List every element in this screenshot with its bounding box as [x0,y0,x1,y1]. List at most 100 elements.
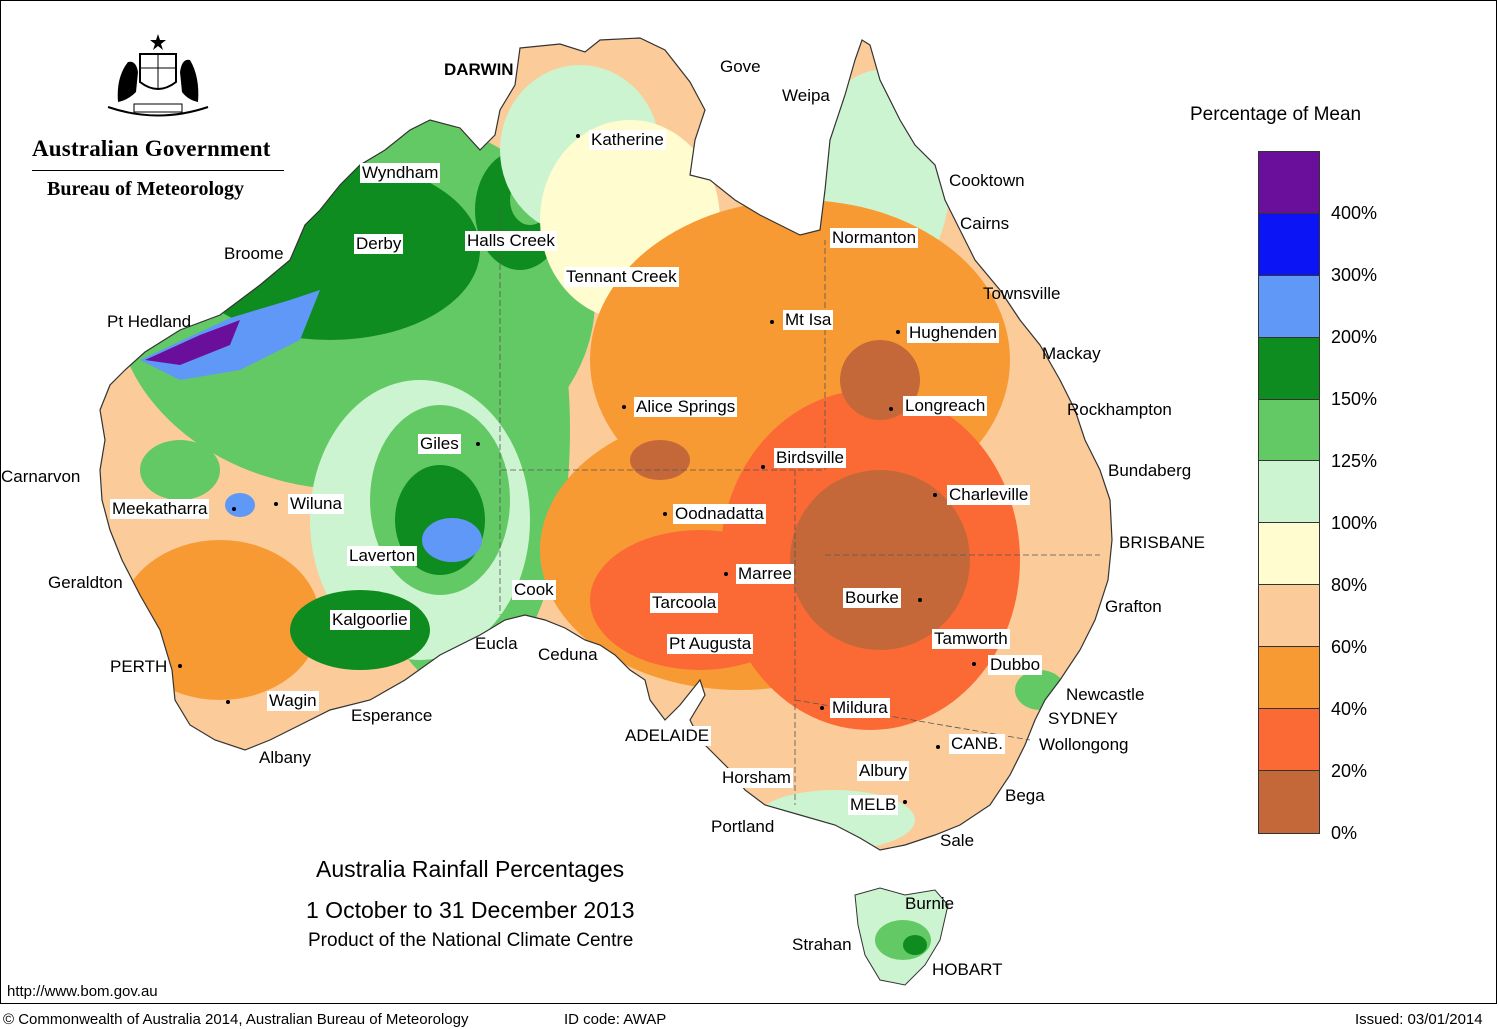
place-label: Geraldton [48,573,123,592]
city-marker [896,330,900,334]
legend-tick-label: 40% [1331,699,1368,719]
city-marker [903,800,907,804]
place-label: BRISBANE [1119,533,1205,552]
place-label: Cook [512,580,556,600]
legend-swatch [1259,213,1319,276]
city-marker [918,598,922,602]
place-label: HOBART [932,960,1003,979]
org-divider [32,170,284,171]
place-label: Charleville [947,485,1031,505]
place-label: Halls Creek [465,231,557,251]
place-label: Horsham [720,768,793,788]
place-label: Ceduna [538,645,598,664]
legend-swatch [1259,152,1319,214]
legend-swatch [1259,585,1319,648]
place-label: Wiluna [288,494,344,514]
legend-tick-label: 300% [1331,265,1378,285]
city-marker [663,512,667,516]
place-label: Gove [720,57,761,76]
place-label: Cairns [960,214,1010,233]
place-label: Wollongong [1039,735,1129,754]
place-label: Mt Isa [783,310,834,330]
place-label: Hughenden [907,323,999,343]
place-label: Marree [736,564,794,584]
place-label: Tennant Creek [564,267,679,287]
legend-swatch [1259,647,1319,710]
place-label: Pt Hedland [107,312,192,331]
place-label: Katherine [589,130,666,150]
place-label: Wagin [267,691,319,711]
place-label: Dubbo [988,655,1043,675]
city-marker [936,745,940,749]
map-period: 1 October to 31 December 2013 [306,897,635,923]
place-label: Derby [354,234,404,254]
place-label: Tarcoola [650,593,719,613]
agency-name: Bureau of Meteorology [47,178,245,200]
city-marker [770,320,774,324]
place-label: Bega [1005,786,1045,805]
map-frame [0,0,1497,1004]
legend-tick-label: 60% [1331,637,1368,657]
place-label: Grafton [1105,597,1162,616]
city-marker [933,493,937,497]
legend-swatch [1259,337,1319,400]
map-title: Australia Rainfall Percentages [316,856,625,882]
city-marker [226,700,230,704]
place-label: SYDNEY [1048,709,1118,728]
issued-date: Issued: 03/01/2014 [1355,1011,1483,1028]
place-label: Longreach [903,396,988,416]
place-label: Alice Springs [634,397,738,417]
legend-tick-label: 100% [1331,513,1378,533]
place-label: Newcastle [1066,685,1145,704]
coat-of-arms-logo [107,34,209,117]
legend-tick-label: 150% [1331,389,1378,409]
legend-swatch [1259,461,1319,524]
place-label: Albany [259,748,311,767]
city-marker [274,502,278,506]
place-label: Mildura [830,698,890,718]
place-label: ADELAIDE [623,726,712,746]
place-label: Bourke [843,588,901,608]
city-marker [576,134,580,138]
city-marker [889,407,893,411]
place-label: Townsville [983,284,1061,303]
place-label: Wyndham [360,163,441,183]
place-label: Broome [224,244,284,263]
place-label: Cooktown [949,171,1025,190]
legend-swatch [1259,770,1319,833]
legend-tick-label: 125% [1331,451,1378,471]
city-marker [232,507,236,511]
place-label: Bundaberg [1108,461,1192,480]
id-code: ID code: AWAP [564,1011,667,1028]
place-label: Burnie [905,894,955,913]
place-label: Weipa [782,86,830,105]
place-label: PERTH [110,657,168,676]
city-marker [972,662,976,666]
place-label: Laverton [347,546,418,566]
legend-tick-label: 80% [1331,575,1368,595]
place-label: Portland [711,817,775,836]
place-label: Mackay [1042,344,1101,363]
place-label: Tamworth [932,629,1010,649]
place-label: CANB. [949,734,1005,754]
place-label: Strahan [792,935,852,954]
place-label: Albury [857,761,910,781]
place-label: Pt Augusta [667,634,754,654]
place-label: Normanton [830,228,919,248]
city-marker [178,664,182,668]
city-marker [761,465,765,469]
place-label: Rockhampton [1067,400,1172,419]
place-label: MELB [848,795,899,815]
place-label: Birdsville [774,448,847,468]
place-label: Giles [418,434,461,454]
legend-color-bar [1258,151,1320,834]
government-name: Australian Government [32,136,271,161]
website-link[interactable]: http://www.bom.gov.au [7,983,158,1000]
city-marker [724,572,728,576]
place-label: Sale [940,831,975,850]
legend-title: Percentage of Mean [1190,104,1362,125]
legend-swatch [1259,523,1319,586]
map-source: Product of the National Climate Centre [308,930,634,951]
place-label: Eucla [475,634,518,653]
